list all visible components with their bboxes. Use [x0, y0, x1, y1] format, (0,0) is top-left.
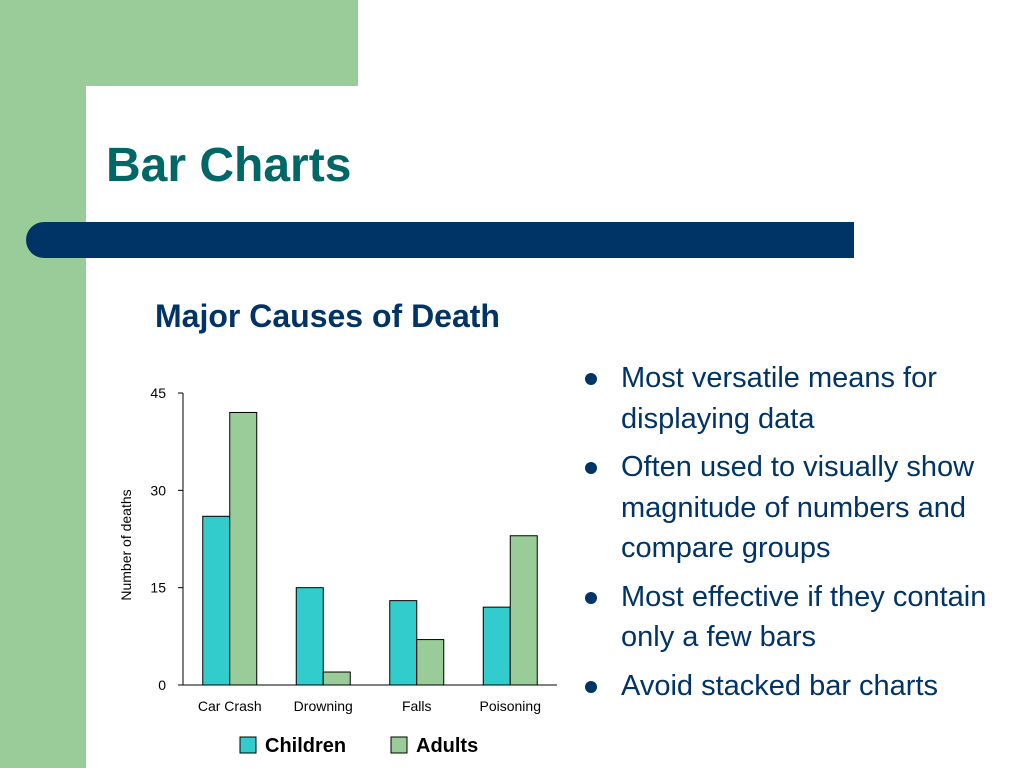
bar-adults-falls: [416, 639, 445, 686]
bar-chart: 0 15 30 45 Number of deaths Car Crash Drowning…: [118, 385, 557, 757]
bullet-dot-icon: [585, 373, 597, 385]
x-tick-label: Poisoning: [480, 698, 542, 714]
x-tick-label: Car Crash: [198, 698, 262, 714]
y-tick-label: 15: [150, 580, 166, 596]
bullet-item: Most versatile means for displaying data: [582, 358, 1012, 439]
bar-children-drowning: [295, 587, 324, 686]
bullet-dot-icon: [585, 462, 597, 474]
green-frame-top: [0, 0, 358, 86]
bar-adults-poisoning: [509, 535, 538, 686]
bar-adults-drowning: [322, 671, 351, 686]
legend-swatch-children: [239, 736, 257, 754]
y-tick-label: 30: [150, 482, 166, 498]
legend-label-children: Children: [265, 735, 346, 757]
bullet-dot-icon: [585, 680, 597, 693]
slide-title: Bar Charts: [106, 139, 352, 192]
bullet-item: Most effective if they contain only a fe…: [582, 577, 1012, 658]
bullet-item: Avoid stacked bar charts: [582, 666, 1012, 707]
legend-swatch-adults: [390, 736, 408, 754]
x-tick-label: Falls: [402, 698, 432, 714]
x-tick-label: Drowning: [294, 698, 353, 714]
bullet-text: Most effective if they contain only a fe…: [621, 580, 987, 654]
bullet-text: Often used to visually show magnitude of…: [621, 451, 975, 564]
bar-children-car-crash: [202, 515, 231, 686]
title-underline-bar: [26, 222, 854, 258]
bullet-dot-icon: [585, 591, 597, 604]
y-axis-label: Number of deaths: [118, 489, 134, 600]
chart-title: Major Causes of Death: [155, 298, 500, 334]
legend-label-adults: Adults: [416, 735, 478, 757]
bullet-text: Avoid stacked bar charts: [621, 669, 939, 702]
bullet-list: Most versatile means for displaying data…: [582, 358, 1012, 714]
y-tick-label: 0: [158, 677, 166, 693]
bullet-text: Most versatile means for displaying data: [621, 362, 937, 435]
green-frame-left: [0, 0, 86, 768]
bar-children-poisoning: [482, 606, 511, 686]
y-tick-label: 45: [150, 385, 166, 401]
bar-adults-car-crash: [229, 411, 258, 686]
bullet-item: Often used to visually show magnitude of…: [582, 447, 1012, 569]
bar-children-falls: [389, 600, 418, 686]
